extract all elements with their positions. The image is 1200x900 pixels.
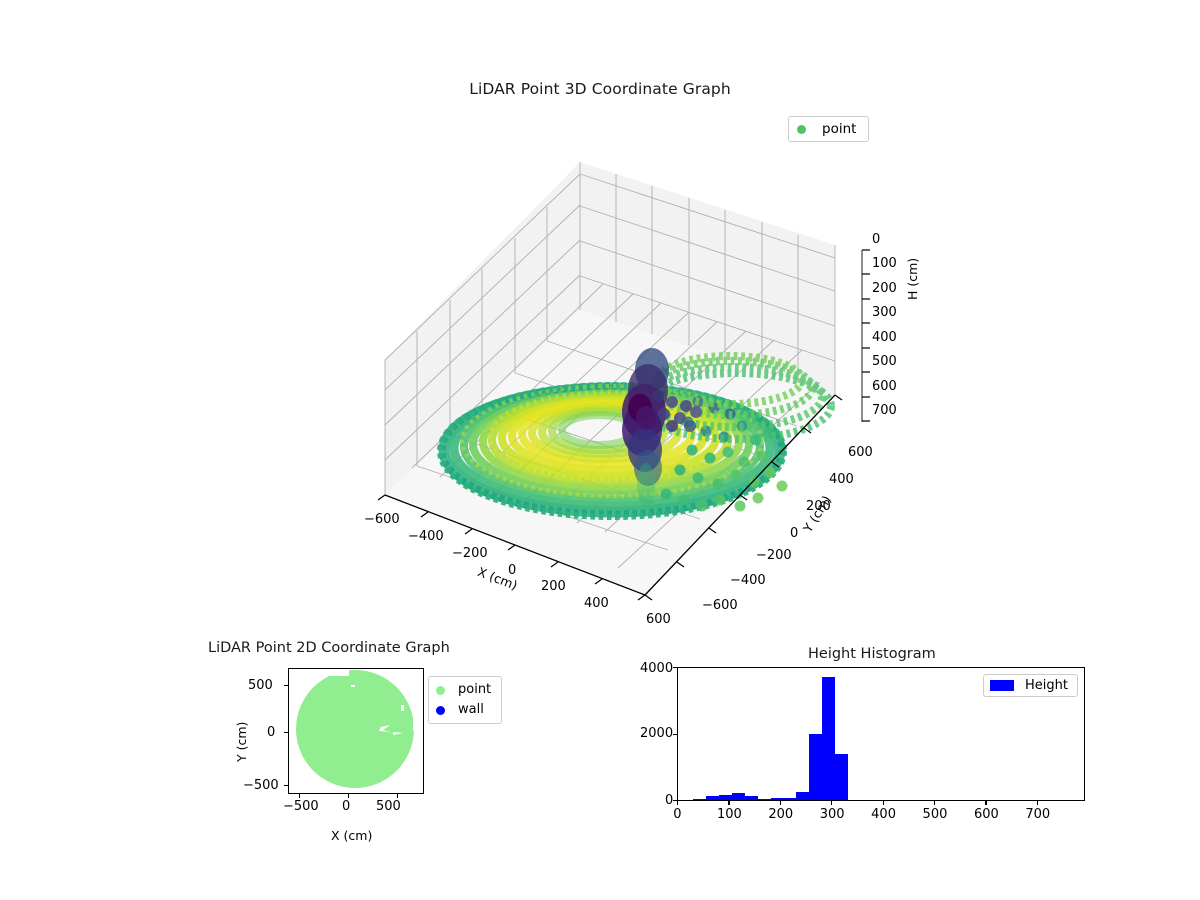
ytick	[673, 734, 677, 736]
plot2d-axes[interactable]	[288, 668, 424, 794]
xtick	[299, 794, 301, 798]
histogram-xtick-label: 500	[922, 807, 948, 822]
histogram-axes[interactable]: Height	[677, 667, 1085, 801]
xtick	[882, 801, 884, 805]
x-tick-marks	[377, 494, 646, 601]
plot2d-canvas	[289, 669, 423, 788]
xtick	[933, 801, 936, 805]
histogram-bar	[719, 794, 732, 800]
plot2d-legend: point wall	[428, 676, 503, 724]
histogram-bar	[731, 792, 745, 800]
plot3d-title: LiDAR Point 3D Coordinate Graph	[469, 80, 731, 98]
histogram-bar	[770, 798, 784, 800]
grid-lines-left-pane	[384, 162, 581, 495]
histogram-title: Height Histogram	[808, 646, 936, 662]
xtick	[728, 801, 730, 805]
histogram-bar	[693, 798, 707, 800]
plot2d-xaxis-label: X (cm)	[331, 828, 373, 843]
plot3d-canvas	[377, 162, 870, 601]
xtick	[831, 801, 833, 805]
plot2d-title: LiDAR Point 2D Coordinate Graph	[208, 640, 450, 656]
xtick	[985, 801, 987, 805]
histogram-xtick-label: 600	[973, 807, 999, 822]
histogram-xtick-label: 400	[871, 807, 896, 822]
ytick	[673, 800, 677, 802]
z-tick-marks	[862, 249, 870, 422]
histogram-bar	[744, 795, 758, 800]
point-cloud-3d	[437, 348, 835, 520]
ytick	[284, 732, 288, 734]
ytick-2000: 2000	[640, 726, 674, 741]
histogram-bar	[706, 795, 720, 800]
ytick-0: 0	[665, 793, 674, 808]
ytick-4000: 4000	[640, 661, 674, 676]
xtick	[677, 801, 679, 805]
legend-label-point: point	[822, 121, 857, 137]
plot3d-zaxis-label: H (cm)	[905, 257, 920, 300]
histogram-bar	[834, 753, 848, 800]
xtick	[1036, 801, 1038, 805]
purple-cluster-dots	[652, 390, 702, 432]
legend-marker-point-icon	[436, 685, 445, 695]
histogram-bar	[809, 733, 822, 800]
histogram-bar	[821, 676, 835, 800]
histogram-xtick-label: 100	[716, 807, 742, 822]
legend-label-point: point	[458, 682, 492, 697]
legend-label-height: Height	[1025, 678, 1068, 693]
pane-right	[580, 162, 835, 395]
histogram-xtick-label: 0	[673, 807, 682, 822]
column-shadow	[637, 463, 655, 507]
pane-left	[385, 162, 580, 495]
ytick	[284, 685, 288, 687]
legend-marker-height-icon	[990, 680, 1015, 691]
histogram-legend: Height	[983, 674, 1078, 697]
legend-entry-point: point	[436, 680, 491, 700]
histogram-xtick-label: 300	[819, 807, 845, 822]
legend-label-wall: wall	[458, 702, 484, 717]
grid-lines-right-pane	[579, 173, 836, 395]
legend-marker-wall-icon	[436, 705, 445, 715]
legend-marker-point-icon	[797, 124, 806, 134]
histogram-bar	[783, 797, 797, 800]
xtick	[779, 801, 781, 805]
ytick	[284, 785, 288, 787]
legend-entry-wall: wall	[436, 700, 491, 720]
ytick	[673, 667, 677, 669]
plot3d-legend: point	[788, 116, 870, 142]
histogram-xtick-label: 200	[768, 807, 794, 822]
plot2d-yaxis-label: Y (cm)	[234, 721, 249, 762]
histogram-xtick-label: 700	[1025, 807, 1051, 822]
histogram-bar	[757, 798, 771, 800]
xtick	[397, 794, 399, 798]
y-tick-marks	[644, 394, 843, 601]
central-column	[622, 348, 669, 486]
point-cloud-2d	[289, 669, 423, 788]
histogram-bar	[796, 792, 810, 800]
xtick	[348, 794, 350, 798]
plot3d-axes[interactable]	[300, 150, 920, 620]
